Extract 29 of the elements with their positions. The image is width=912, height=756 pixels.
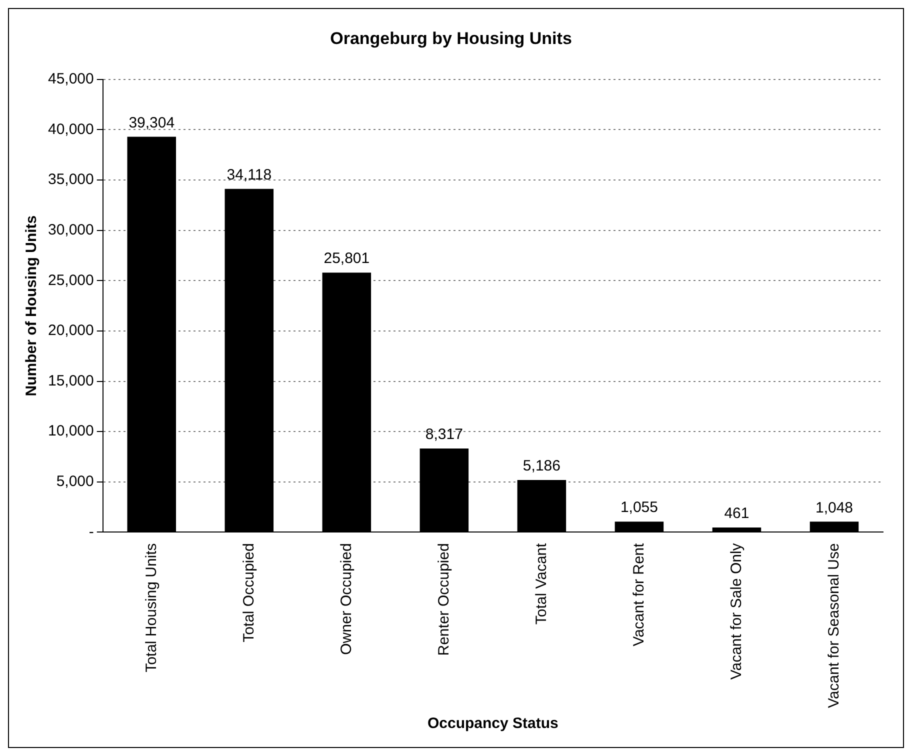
y-tick-label: 35,000 bbox=[48, 171, 94, 188]
y-tick-label: 30,000 bbox=[48, 221, 94, 238]
x-tick-label: Total Vacant bbox=[532, 542, 550, 625]
y-tick-label: 45,000 bbox=[48, 70, 94, 88]
data-label: 8,317 bbox=[425, 426, 463, 444]
x-tick-label: Renter Occupied bbox=[435, 543, 452, 656]
y-tick-label: 5,000 bbox=[56, 473, 94, 490]
y-tick-label: 15,000 bbox=[48, 372, 94, 390]
data-label: 5,186 bbox=[522, 458, 560, 475]
data-label: 1,055 bbox=[620, 499, 658, 516]
data-label: 461 bbox=[724, 505, 750, 522]
data-label: 25,801 bbox=[324, 250, 370, 268]
chart-title: Orangeburg by Housing Units bbox=[330, 28, 572, 48]
y-axis-title: Number of Housing Units bbox=[23, 215, 40, 396]
data-label: 39,304 bbox=[128, 114, 175, 132]
x-tick-label: Total Housing Units bbox=[142, 543, 160, 672]
x-tick-label: Owner Occupied bbox=[338, 543, 355, 655]
x-tick-label: Vacant for Sale Only bbox=[728, 542, 745, 680]
data-label: 34,118 bbox=[226, 166, 272, 184]
y-tick-label: 10,000 bbox=[48, 422, 94, 440]
x-axis-title: Occupancy Status bbox=[427, 715, 558, 732]
x-tick-label: Vacant for Seasonal Use bbox=[825, 543, 842, 708]
x-tick-label: Total Occupied bbox=[240, 543, 258, 642]
data-label: 1,048 bbox=[815, 499, 854, 516]
y-tick-label: 25,000 bbox=[48, 272, 94, 289]
y-tick-label: 40,000 bbox=[48, 120, 94, 138]
x-tick-label: Vacant for Rent bbox=[630, 542, 648, 646]
y-tick-label: - bbox=[88, 523, 94, 540]
y-tick-label: 20,000 bbox=[48, 322, 94, 340]
